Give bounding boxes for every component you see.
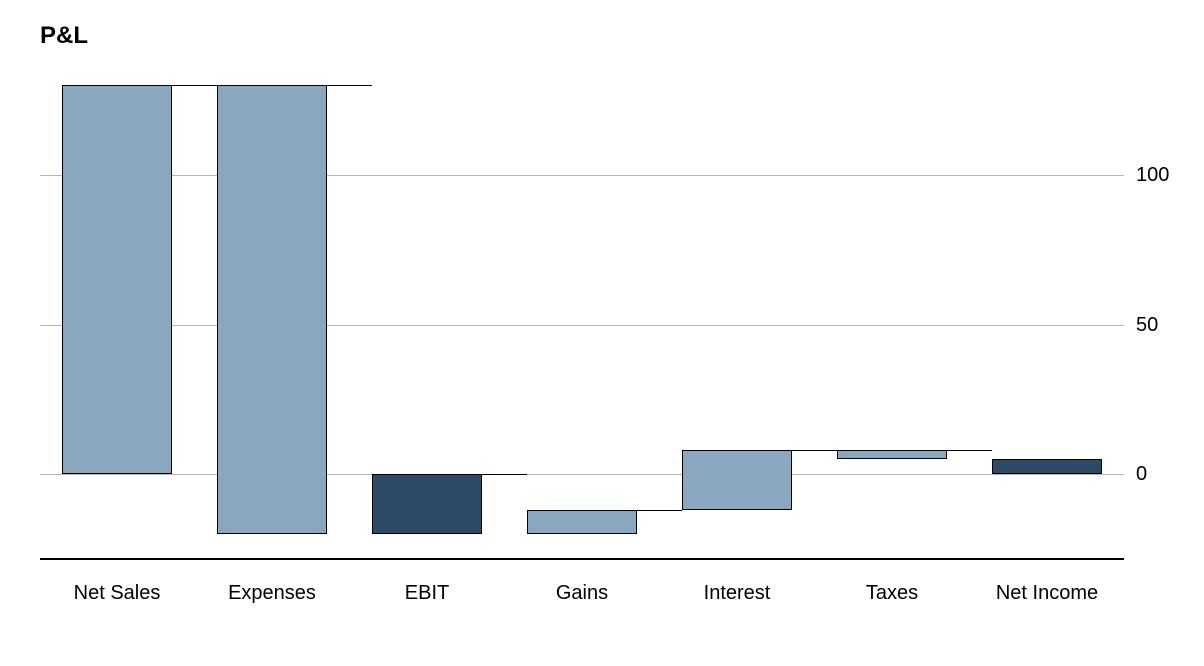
gridline bbox=[40, 474, 1124, 475]
bar bbox=[372, 474, 482, 534]
connector bbox=[637, 510, 682, 511]
connector bbox=[482, 474, 527, 475]
connector bbox=[792, 450, 837, 451]
bar bbox=[682, 450, 792, 510]
gridline bbox=[40, 325, 1124, 326]
x-tick-label: Taxes bbox=[866, 582, 918, 605]
bar bbox=[62, 85, 172, 474]
x-tick-label: Expenses bbox=[228, 582, 316, 605]
y-tick-label: 100 bbox=[1136, 164, 1169, 187]
connector bbox=[172, 85, 217, 86]
connector bbox=[327, 85, 372, 86]
y-tick-label: 50 bbox=[1136, 314, 1158, 337]
y-tick-label: 0 bbox=[1136, 463, 1147, 486]
bar bbox=[217, 85, 327, 534]
x-tick-label: Net Sales bbox=[74, 582, 161, 605]
bar bbox=[837, 450, 947, 459]
pnl-waterfall-chart: P&L 0 50 100 Net Sales Expenses EBIT Gains Inte… bbox=[0, 0, 1204, 666]
bar bbox=[527, 510, 637, 534]
connector bbox=[947, 450, 992, 451]
x-tick-label: Interest bbox=[704, 582, 771, 605]
x-tick-label: Gains bbox=[556, 582, 608, 605]
x-tick-label: Net Income bbox=[996, 582, 1098, 605]
gridline bbox=[40, 175, 1124, 176]
x-tick-label: EBIT bbox=[405, 582, 449, 605]
chart-title: P&L bbox=[40, 22, 88, 50]
x-axis bbox=[40, 558, 1124, 560]
bar bbox=[992, 459, 1102, 474]
